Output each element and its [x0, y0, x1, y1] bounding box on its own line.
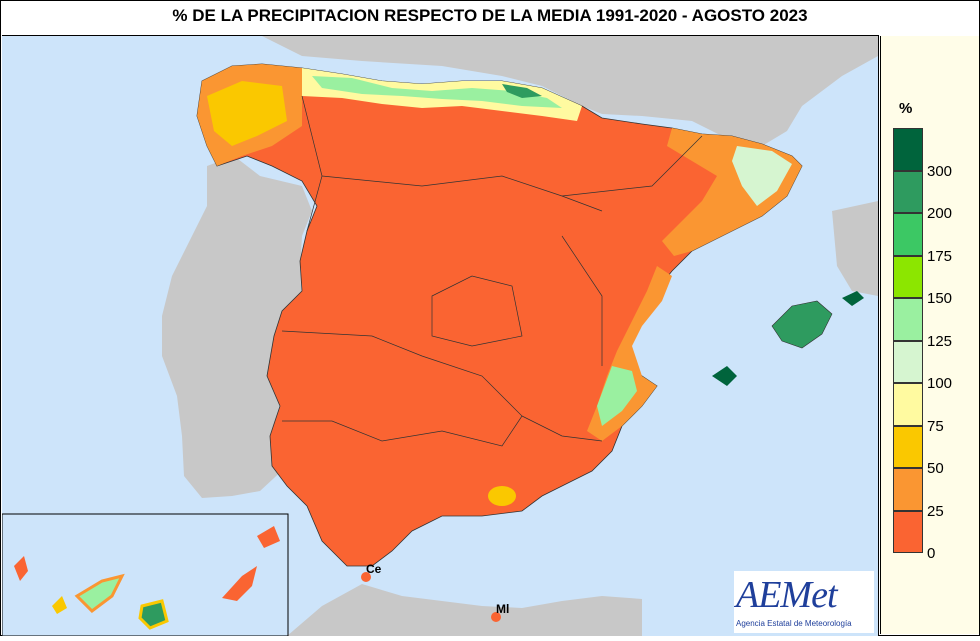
logo-subtitle: Agencia Estatal de Meteorología — [736, 619, 852, 628]
legend-tick: 75 — [927, 417, 944, 435]
legend-tick: 150 — [927, 290, 953, 307]
legend-panel: % 300 200 175 150 125 100 75 50 25 0 — [880, 36, 979, 634]
legend-swatch — [893, 170, 923, 213]
ceuta-marker — [361, 572, 371, 582]
menorca-island — [842, 291, 864, 306]
legend-swatch — [893, 340, 923, 383]
sardinia-land — [832, 201, 878, 296]
region-borders — [281, 95, 703, 447]
melilla-label: Ml — [496, 602, 509, 616]
melilla-marker — [491, 612, 501, 622]
legend-swatch — [893, 510, 923, 553]
cantabrian-zone-inner — [312, 76, 562, 108]
legend-tick: 125 — [927, 332, 953, 350]
legend-swatch — [893, 128, 923, 171]
legend-tick: 25 — [927, 502, 944, 520]
legend-swatch — [893, 213, 923, 256]
legend-unit: % — [899, 100, 913, 117]
aemet-logo: AEMet Agencia Estatal de Meteorología — [734, 571, 874, 633]
legend-tick: 175 — [927, 247, 953, 265]
la-gomera-island — [52, 596, 67, 614]
tenerife-island — [74, 573, 125, 613]
legend-tick: 200 — [927, 205, 953, 222]
france-land — [262, 36, 878, 146]
galicia-zone-inner — [207, 81, 287, 146]
granada-spot — [488, 486, 516, 506]
ibiza-island — [712, 366, 737, 386]
catalonia-zone-inner — [732, 146, 792, 206]
legend-swatch — [893, 383, 923, 426]
legend-swatch — [893, 425, 923, 468]
africa-land — [287, 584, 642, 636]
logo-wordmark: AEMet — [736, 574, 838, 616]
valencia-zone-inner — [597, 366, 637, 426]
map-title: % DE LA PRECIPITACION RESPECTO DE LA MED… — [172, 6, 808, 25]
map-area: Ce Ml — [1, 35, 879, 637]
lanzarote-island — [257, 526, 280, 548]
legend-tick: 300 — [927, 162, 953, 180]
cantabrian-zone-peak — [502, 84, 542, 98]
legend-tick: 0 — [927, 545, 936, 562]
ceuta-label: Ce — [366, 562, 382, 576]
mallorca-island — [771, 300, 833, 349]
legend-swatch — [893, 468, 923, 511]
legend-tick: 50 — [927, 460, 944, 477]
legend-swatch — [893, 255, 923, 298]
portugal-land — [162, 156, 312, 498]
fuerteventura-island — [222, 566, 257, 601]
legend-swatch — [893, 298, 923, 341]
la-palma-island — [14, 556, 28, 581]
gran-canaria-island — [138, 599, 169, 630]
legend-tick: 100 — [927, 375, 953, 392]
precipitation-map: Ce Ml — [1, 36, 878, 637]
